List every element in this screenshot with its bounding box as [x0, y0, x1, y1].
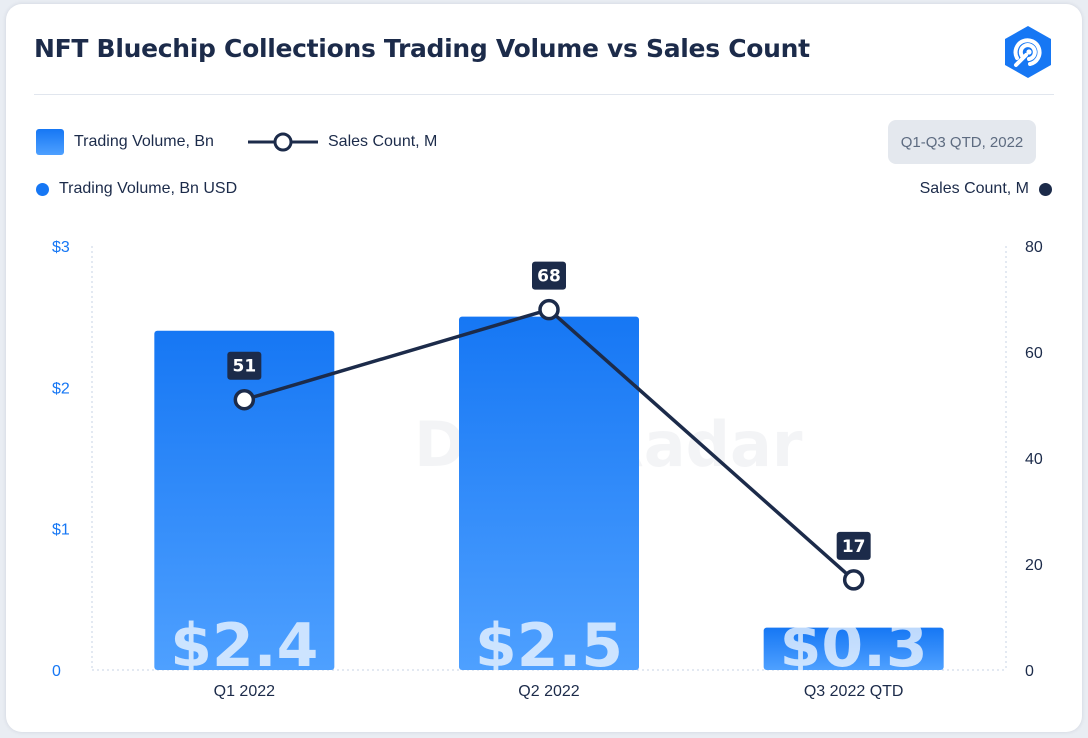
- left-tick-label: $1: [52, 522, 70, 539]
- chart-title: NFT Bluechip Collections Trading Volume …: [34, 34, 810, 63]
- x-category-label: Q3 2022 QTD: [804, 683, 904, 700]
- x-category-label: Q1 2022: [214, 683, 275, 700]
- bar-value-label: $2.5: [475, 611, 623, 681]
- line-point: [538, 298, 560, 321]
- line-point-label-box: [532, 261, 566, 290]
- dappradar-logo-icon: [1005, 26, 1051, 78]
- left-axis-title-text: Trading Volume, Bn USD: [59, 180, 238, 197]
- bar: [459, 316, 639, 670]
- right-tick-label: 20: [1025, 557, 1043, 574]
- legend-line-marker-icon: [248, 132, 318, 152]
- right-tick-label: 80: [1025, 239, 1043, 256]
- bar-value-label: $0.3: [780, 611, 928, 681]
- legend-bar-swatch: [36, 129, 64, 155]
- bar: [763, 627, 944, 670]
- line-point: [842, 569, 865, 591]
- chart-card: NFT Bluechip Collections Trading Volume …: [6, 4, 1082, 732]
- left-tick-label: $2: [52, 380, 70, 397]
- line-point: [233, 388, 256, 411]
- line-point-label: 17: [842, 537, 866, 557]
- bar: [154, 330, 335, 670]
- right-axis-title: Sales Count, M: [920, 178, 1052, 200]
- line-point-label: 51: [232, 357, 256, 377]
- x-category-label: Q2 2022: [518, 683, 579, 700]
- legend-line-label: Sales Count, M: [328, 133, 438, 150]
- right-tick-label: 40: [1025, 451, 1043, 468]
- right-axis-title-text: Sales Count, M: [919, 180, 1029, 197]
- legend-bar-label: Trading Volume, Bn: [74, 133, 214, 150]
- right-axis-dot-icon: [1039, 182, 1052, 196]
- bar-value-label: $2.4: [170, 611, 318, 681]
- line-point-label-box: [227, 351, 262, 380]
- title-divider: [34, 94, 1054, 95]
- right-tick-label: 60: [1025, 345, 1043, 362]
- left-axis-title: Trading Volume, Bn USD: [36, 178, 237, 200]
- legend-line-item: Sales Count, M: [248, 128, 437, 156]
- line-point-label: 68: [537, 267, 561, 287]
- line-point-label-box: [836, 531, 871, 560]
- legend-bar-item: Trading Volume, Bn: [36, 128, 214, 156]
- right-tick-label: 0: [1025, 663, 1034, 680]
- left-tick-label: 0: [52, 663, 61, 680]
- left-tick-label: $3: [52, 239, 70, 256]
- left-axis-dot-icon: [36, 182, 49, 196]
- period-badge: Q1-Q3 QTD, 2022: [888, 120, 1036, 164]
